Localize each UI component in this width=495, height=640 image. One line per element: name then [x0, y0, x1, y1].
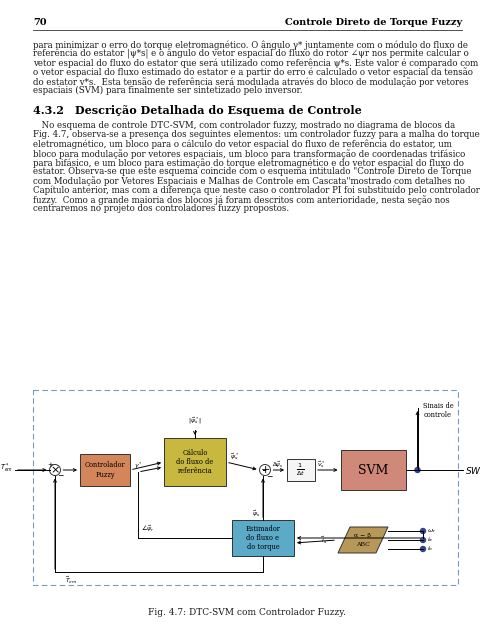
Text: ×: ×	[50, 465, 60, 475]
Text: Fig. 4.7: DTC-SVM com Controlador Fuzzy.: Fig. 4.7: DTC-SVM com Controlador Fuzzy.	[148, 608, 346, 617]
Text: Controle Direto de Torque Fuzzy: Controle Direto de Torque Fuzzy	[285, 18, 462, 27]
Text: $\vec{v}^*_s$: $\vec{v}^*_s$	[317, 460, 326, 470]
Text: com Modulação por Vetores Espaciais e Malhas de Controle em Cascata"mostrado com: com Modulação por Vetores Espaciais e Ma…	[33, 177, 465, 186]
Text: +: +	[47, 462, 53, 468]
Text: −: −	[266, 472, 272, 481]
Text: $\Delta\vec{\psi}_s$: $\Delta\vec{\psi}_s$	[272, 460, 283, 470]
Text: bloco para modulação por vetores espaciais, um bloco para transformação de coord: bloco para modulação por vetores espacia…	[33, 148, 465, 159]
Text: $SW$: $SW$	[465, 465, 482, 476]
Text: eletromagnético, um bloco para o cálculo do vetor espacial do fluxo de referênci: eletromagnético, um bloco para o cálculo…	[33, 140, 452, 149]
Text: $i_b$: $i_b$	[427, 545, 433, 554]
Text: $\frac{1}{\Delta t}$: $\frac{1}{\Delta t}$	[297, 461, 305, 478]
Circle shape	[420, 547, 426, 552]
Text: Controlador
Fuzzy: Controlador Fuzzy	[85, 461, 125, 479]
Text: 70: 70	[33, 18, 47, 27]
Text: ABC: ABC	[356, 543, 370, 547]
Text: Fig. 4.7, observa-se a presença dos seguintes elementos: um controlador fuzzy pa: Fig. 4.7, observa-se a presença dos segu…	[33, 131, 480, 140]
Text: Estimador
do fluxo e
do torque: Estimador do fluxo e do torque	[246, 525, 281, 551]
Text: espaciais (SVM) para finalmente ser sintetizado pelo inversor.: espaciais (SVM) para finalmente ser sint…	[33, 86, 302, 95]
Text: o vetor espacial do fluxo estimado do estator e a partir do erro é calculado o v: o vetor espacial do fluxo estimado do es…	[33, 68, 473, 77]
FancyBboxPatch shape	[33, 390, 458, 585]
Text: SVM: SVM	[358, 463, 388, 477]
Circle shape	[420, 538, 426, 543]
Text: +: +	[260, 465, 270, 475]
Text: $\omega_r$: $\omega_r$	[427, 527, 436, 535]
Text: fuzzy.  Como a grande maioria dos blocos já foram descritos com anterioridade, n: fuzzy. Como a grande maioria dos blocos …	[33, 195, 450, 205]
Text: Capítulo anterior, mas com a diferença que neste caso o controlador PI foi subst: Capítulo anterior, mas com a diferença q…	[33, 186, 480, 195]
FancyBboxPatch shape	[287, 459, 315, 481]
Text: $\vec{i}_s$: $\vec{i}_s$	[321, 534, 328, 545]
Text: $i_a$: $i_a$	[427, 536, 433, 545]
Text: centraremos no projeto dos controladores fuzzy propostos.: centraremos no projeto dos controladores…	[33, 204, 289, 213]
Text: do estator v*s.  Esta tensão de referência será modulada através do bloco de mod: do estator v*s. Esta tensão de referênci…	[33, 77, 469, 86]
Polygon shape	[338, 527, 388, 553]
Text: vetor espacial do fluxo do estator que será utilizado como referência ψ*s. Este : vetor espacial do fluxo do estator que s…	[33, 58, 478, 68]
FancyBboxPatch shape	[80, 454, 130, 486]
Text: para minimizar o erro do torque eletromagnético. O ângulo γ* juntamente com o mó: para minimizar o erro do torque eletroma…	[33, 40, 468, 49]
Text: α − β: α − β	[354, 534, 372, 538]
FancyBboxPatch shape	[232, 520, 294, 556]
Text: $|\vec{\psi}^*_s|$: $|\vec{\psi}^*_s|$	[188, 416, 202, 426]
Text: $\angle\vec{\psi}_r$: $\angle\vec{\psi}_r$	[141, 524, 155, 534]
Text: $\vec{\psi}^*_s$: $\vec{\psi}^*_s$	[230, 452, 239, 462]
Text: No esquema de controle DTC-SVM, com controlador fuzzy, mostrado no diagrama de b: No esquema de controle DTC-SVM, com cont…	[33, 121, 455, 130]
Text: −: −	[57, 472, 63, 481]
FancyBboxPatch shape	[164, 438, 226, 486]
Text: $\vec{T}_{em}$: $\vec{T}_{em}$	[65, 575, 78, 586]
Text: referência do estator |ψ*s| e o ângulo do vetor espacial do fluxo do rotor ∠ψr n: referência do estator |ψ*s| e o ângulo d…	[33, 49, 469, 60]
Text: $\gamma^*$: $\gamma^*$	[134, 461, 143, 471]
Text: $\vec{\psi}_s$: $\vec{\psi}_s$	[251, 509, 260, 519]
FancyBboxPatch shape	[341, 450, 405, 490]
Text: estator. Observa-se que este esquema coincide com o esquema intitulado "Controle: estator. Observa-se que este esquema coi…	[33, 167, 472, 176]
Text: para bifásico, e um bloco para estimação do torque eletromagnético e do vetor es: para bifásico, e um bloco para estimação…	[33, 158, 464, 168]
Text: Cálculo
do fluxo de
referência: Cálculo do fluxo de referência	[176, 449, 214, 475]
Circle shape	[420, 529, 426, 534]
Text: 4.3.2 Descrição Detalhada do Esquema de Controle: 4.3.2 Descrição Detalhada do Esquema de …	[33, 105, 362, 116]
Text: Sinais de
controle: Sinais de controle	[423, 402, 453, 419]
Text: $T^*_{em}$: $T^*_{em}$	[0, 461, 13, 475]
Circle shape	[415, 467, 420, 472]
